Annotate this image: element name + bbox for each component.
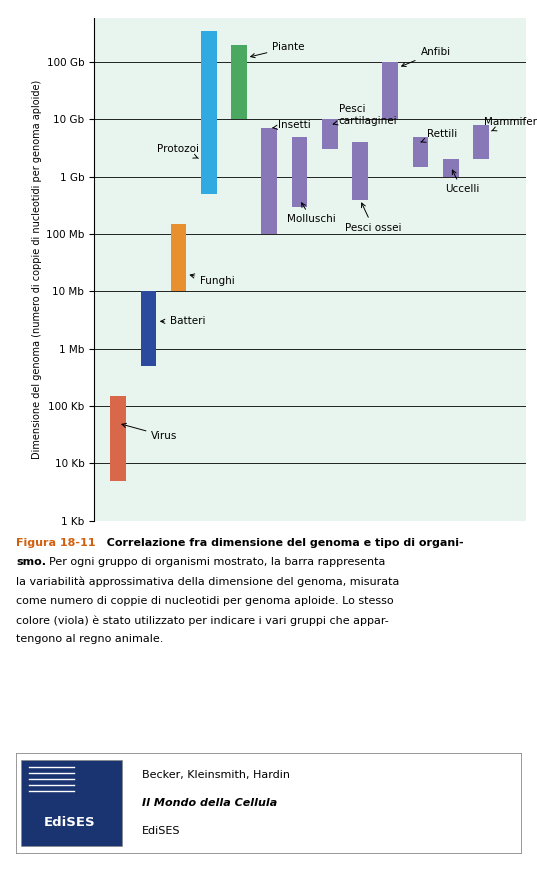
Text: Anfibi: Anfibi [402, 47, 451, 66]
Text: Pesci
cartilaginei: Pesci cartilaginei [333, 104, 397, 126]
Text: Per ogni gruppo di organismi mostrato, la barra rappresenta: Per ogni gruppo di organismi mostrato, l… [49, 557, 386, 567]
Bar [21, 760, 122, 846]
Bar [412, 136, 429, 166]
Text: Correlazione fra dimensione del genoma e tipo di organi-: Correlazione fra dimensione del genoma e… [99, 538, 464, 548]
Text: Virus: Virus [122, 424, 178, 441]
Bar [110, 396, 126, 480]
Text: Piante: Piante [251, 43, 305, 58]
Text: Funghi: Funghi [190, 274, 235, 286]
Bar [292, 136, 307, 206]
Text: Il Mondo della Cellula: Il Mondo della Cellula [142, 798, 278, 808]
Bar [322, 119, 338, 150]
Text: Mammiferi: Mammiferi [484, 117, 537, 131]
Y-axis label: Dimensione del genoma (numero di coppie di nucleotidi per genoma aploide): Dimensione del genoma (numero di coppie … [32, 80, 42, 459]
Text: colore (viola) è stato utilizzato per indicare i vari gruppi che appar-: colore (viola) è stato utilizzato per in… [16, 615, 389, 626]
Bar [443, 159, 459, 177]
Text: Rettili: Rettili [421, 130, 457, 143]
Text: smo.: smo. [16, 557, 46, 567]
Text: Molluschi: Molluschi [287, 203, 336, 224]
Text: la variabilità approssimativa della dimensione del genoma, misurata: la variabilità approssimativa della dime… [16, 577, 400, 587]
Bar [171, 224, 186, 291]
Bar [231, 45, 247, 119]
Text: Becker, Kleinsmith, Hardin: Becker, Kleinsmith, Hardin [142, 770, 291, 780]
Text: Uccelli: Uccelli [445, 170, 479, 194]
Bar [382, 62, 398, 119]
Bar [262, 129, 277, 234]
Text: come numero di coppie di nucleotidi per genoma aploide. Lo stesso: come numero di coppie di nucleotidi per … [16, 596, 394, 605]
Text: Pesci ossei: Pesci ossei [345, 203, 401, 233]
Bar [201, 31, 217, 194]
Text: Insetti: Insetti [273, 120, 311, 130]
Bar [141, 291, 156, 366]
Text: EdiSES: EdiSES [43, 816, 95, 829]
Text: Protozoi: Protozoi [157, 144, 199, 158]
Bar [352, 143, 368, 200]
Text: EdiSES: EdiSES [142, 826, 181, 836]
Text: Batteri: Batteri [161, 317, 205, 326]
Text: tengono al regno animale.: tengono al regno animale. [16, 634, 163, 644]
Text: Figura 18-11: Figura 18-11 [16, 538, 96, 548]
Bar [473, 125, 489, 159]
